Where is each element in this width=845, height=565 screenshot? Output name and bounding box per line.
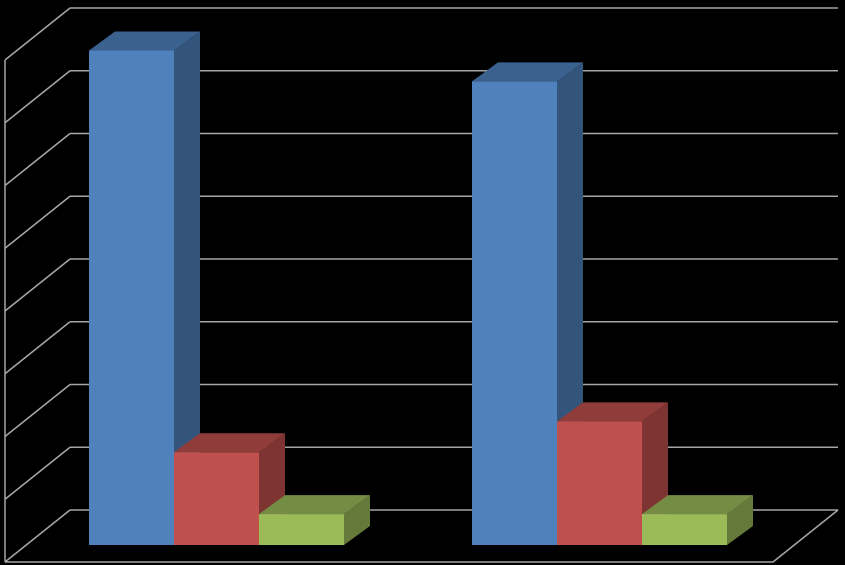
floor-right-edge (772, 509, 839, 563)
gridline-side (4, 70, 71, 124)
bar-top (472, 62, 583, 82)
gridline-side (4, 258, 71, 312)
bar-front (89, 50, 174, 545)
bar-front (557, 421, 642, 545)
gridline-side (4, 195, 71, 249)
bar-top (89, 31, 200, 51)
bar-3-cat-2 (642, 495, 753, 545)
bar-side (344, 495, 370, 545)
bar-side (174, 31, 200, 545)
bar-side (727, 495, 753, 545)
bar-top (557, 402, 668, 422)
bar-top (642, 495, 753, 515)
gridline-side (4, 509, 71, 563)
gridline-side (4, 446, 71, 500)
bar-top (259, 495, 370, 515)
gridline-side (4, 132, 71, 187)
bar-front (174, 452, 259, 545)
bar-front (472, 81, 557, 545)
bar-front (259, 514, 344, 545)
bar-front (642, 514, 727, 545)
bar-3-cat-1 (259, 495, 370, 545)
bars (89, 31, 753, 545)
gridline-side (4, 321, 71, 375)
bar-1-cat-1 (89, 31, 200, 545)
gridline-side (4, 383, 71, 438)
bar-2-cat-2 (557, 402, 668, 545)
gridline-side (4, 7, 71, 61)
bar-top (174, 433, 285, 453)
